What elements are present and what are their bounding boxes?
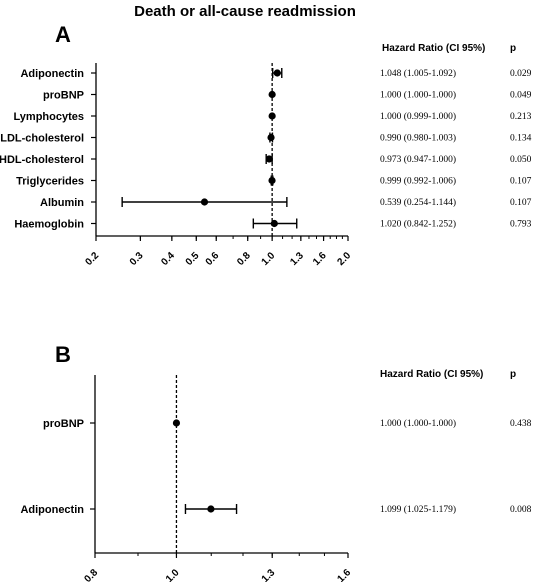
panel-b-tick-label: 0.8 bbox=[83, 567, 101, 582]
panel-a-row-label: Adiponectin bbox=[20, 68, 84, 80]
panel-a-row-label: Lymphocytes bbox=[13, 111, 84, 123]
panel-a-row-label: LDL-cholesterol bbox=[0, 133, 84, 145]
panel-a-row-label: Triglycerides bbox=[16, 176, 84, 188]
panel-b-hr-ci-text: 1.099 (1.025-1.179) bbox=[380, 504, 456, 515]
panel-b-p-header: p bbox=[510, 369, 516, 380]
panel-a-p-value: 0.793 bbox=[510, 220, 532, 230]
panel-a-p-value: 0.029 bbox=[510, 69, 532, 79]
panel-b-point-estimate bbox=[172, 419, 181, 427]
panel-b-letter: B bbox=[55, 342, 71, 367]
panel-a-point-estimate bbox=[270, 219, 278, 228]
panel-a-hr-ci-text: 0.539 (0.254-1.144) bbox=[380, 197, 456, 208]
panel-a-p-header: p bbox=[510, 43, 516, 54]
panel-a-row-label: Haemoglobin bbox=[14, 219, 84, 231]
panel-b-hr-header: Hazard Ratio (CI 95%) bbox=[380, 369, 483, 380]
panel-a-p-value: 0.107 bbox=[510, 198, 532, 208]
panel-a-hr-ci-text: 0.990 (0.980-1.003) bbox=[380, 133, 456, 144]
panel-a-row-label: Albumin bbox=[40, 197, 84, 209]
panel-a: A Hazard Ratio (CI 95%) p 0.2 0.3 0.4 0.5 0.… bbox=[0, 22, 532, 268]
panel-b-row-label: Adiponectin bbox=[20, 504, 84, 516]
panel-b-row-label: proBNP bbox=[43, 418, 84, 430]
panel-b-p-value: 0.008 bbox=[510, 505, 532, 515]
panel-a-tick-label: 0.6 bbox=[204, 250, 222, 268]
panel-a-p-value: 0.134 bbox=[510, 134, 532, 144]
panel-a-hr-header: Hazard Ratio (CI 95%) bbox=[382, 43, 485, 54]
panel-a-tick-label: 1.0 bbox=[260, 250, 278, 268]
panel-a-row-label: HDL-cholesterol bbox=[0, 154, 84, 166]
panel-a-hr-ci-text: 1.020 (0.842-1.252) bbox=[380, 219, 456, 230]
panel-a-point-estimate bbox=[268, 112, 276, 120]
panel-a-tick-label: 2.0 bbox=[336, 250, 354, 268]
panel-a-hr-ci-text: 1.000 (1.000-1.000) bbox=[380, 90, 456, 101]
panel-a-tick-label: 1.6 bbox=[311, 250, 329, 268]
panel-a-tick-label: 0.4 bbox=[159, 250, 177, 268]
panel-a-tick-label: 0.8 bbox=[235, 250, 253, 268]
panel-a-p-value: 0.050 bbox=[510, 155, 532, 165]
panel-b: B Hazard Ratio (CI 95%) p 0.8 1.0 1.3 1.6 pr… bbox=[20, 342, 531, 582]
panel-a-point-estimate bbox=[268, 176, 276, 185]
panel-a-point-estimate bbox=[273, 69, 281, 77]
panel-a-hr-ci-text: 0.973 (0.947-1.000) bbox=[380, 154, 456, 165]
panel-a-letter: A bbox=[55, 22, 71, 47]
panel-a-hr-ci-text: 1.048 (1.005-1.092) bbox=[380, 68, 456, 79]
panel-b-tick-label: 1.3 bbox=[260, 567, 278, 582]
panel-a-hr-ci-text: 1.000 (0.999-1.000) bbox=[380, 111, 456, 122]
panel-a-point-estimate bbox=[267, 133, 275, 142]
panel-b-p-value: 0.438 bbox=[510, 419, 532, 429]
panel-a-row-label: proBNP bbox=[43, 90, 84, 102]
panel-a-p-value: 0.107 bbox=[510, 177, 532, 187]
panel-a-point-estimate bbox=[200, 198, 209, 206]
panel-a-tick-label: 1.3 bbox=[288, 250, 306, 268]
panel-a-tick-label: 0.5 bbox=[184, 250, 202, 268]
panel-a-point-estimate bbox=[268, 90, 276, 99]
figure-title: Death or all-cause readmission bbox=[134, 3, 356, 20]
panel-b-point-estimate bbox=[207, 505, 215, 513]
panel-a-hr-ci-text: 0.999 (0.992-1.006) bbox=[380, 176, 456, 187]
panel-b-tick-label: 1.0 bbox=[164, 567, 182, 582]
panel-a-p-value: 0.213 bbox=[510, 112, 532, 122]
panel-a-p-value: 0.049 bbox=[510, 91, 532, 101]
panel-a-tick-label: 0.3 bbox=[128, 250, 146, 268]
panel-a-point-estimate bbox=[265, 155, 273, 163]
panel-b-hr-ci-text: 1.000 (1.000-1.000) bbox=[380, 418, 456, 429]
panel-a-tick-label: 0.2 bbox=[84, 250, 102, 268]
panel-b-tick-label: 1.6 bbox=[336, 567, 354, 582]
